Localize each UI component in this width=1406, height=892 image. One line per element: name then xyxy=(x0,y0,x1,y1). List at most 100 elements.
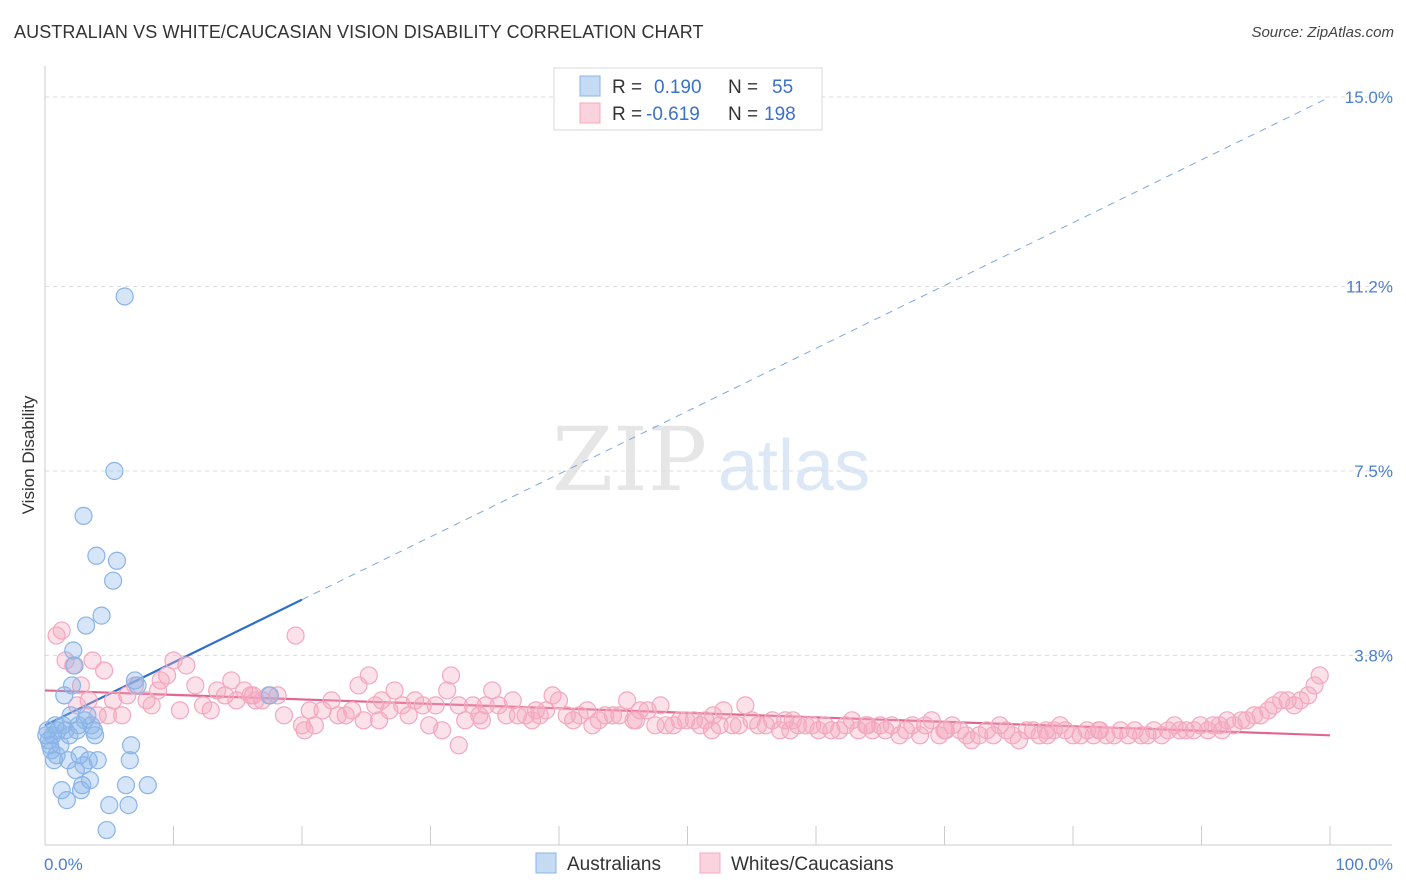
point-whites-caucasians xyxy=(215,686,234,705)
legend-n-label-2: N = xyxy=(728,104,758,125)
point-whites-caucasians xyxy=(1038,726,1057,745)
axes xyxy=(44,66,1392,846)
point-australians xyxy=(115,287,134,306)
point-whites-caucasians xyxy=(646,716,665,735)
point-whites-caucasians xyxy=(438,681,457,700)
point-whites-caucasians xyxy=(1310,666,1329,685)
point-whites-caucasians xyxy=(186,676,205,695)
legend-r-label-1: R = xyxy=(612,77,642,98)
stats-legend: R = 0.190 N = 55 R = -0.619 N = 198 xyxy=(553,67,823,131)
point-whites-caucasians xyxy=(222,671,241,690)
point-whites-caucasians xyxy=(1009,731,1029,750)
point-whites-caucasians xyxy=(295,721,314,740)
point-whites-caucasians xyxy=(137,691,156,710)
point-whites-caucasians xyxy=(79,691,98,710)
point-whites-caucasians xyxy=(359,666,378,685)
point-whites-caucasians xyxy=(626,711,646,730)
point-whites-caucasians xyxy=(343,701,362,720)
point-whites-caucasians xyxy=(426,696,445,715)
y-tick-label: 7.5% xyxy=(1354,462,1393,481)
point-whites-caucasians xyxy=(370,711,389,730)
legend-r-value-1: 0.190 xyxy=(654,77,702,98)
point-australians xyxy=(100,796,119,815)
point-australians xyxy=(37,726,56,745)
point-whites-caucasians xyxy=(441,666,461,685)
point-whites-caucasians xyxy=(618,691,637,710)
point-whites-caucasians xyxy=(483,681,502,700)
point-whites-caucasians xyxy=(723,716,742,735)
point-whites-caucasians xyxy=(714,701,733,720)
point-whites-caucasians xyxy=(508,706,527,725)
point-australians xyxy=(60,726,79,745)
point-whites-caucasians xyxy=(463,696,483,715)
point-whites-caucasians xyxy=(470,706,489,725)
point-australians xyxy=(97,820,116,840)
point-whites-caucasians xyxy=(610,706,629,725)
point-whites-caucasians xyxy=(935,721,954,740)
point-australians xyxy=(125,671,145,690)
point-whites-caucasians xyxy=(449,736,468,755)
point-whites-caucasians xyxy=(1170,721,1189,740)
point-whites-caucasians xyxy=(957,726,976,745)
point-australians xyxy=(55,686,74,705)
point-australians xyxy=(104,571,123,590)
point-australians xyxy=(87,546,106,565)
legend-swatch-whites xyxy=(579,102,601,124)
point-whites-caucasians xyxy=(1089,721,1108,740)
point-whites-caucasians xyxy=(322,691,341,710)
point-whites-caucasians xyxy=(83,651,102,670)
point-whites-caucasians xyxy=(449,696,468,715)
point-australians xyxy=(119,796,138,815)
point-whites-caucasians xyxy=(1063,726,1083,745)
point-whites-caucasians xyxy=(227,691,246,710)
point-whites-caucasians xyxy=(922,711,941,730)
point-whites-caucasians xyxy=(1299,686,1318,705)
point-whites-caucasians xyxy=(710,716,729,735)
points-australians xyxy=(37,287,279,840)
point-australians xyxy=(48,721,67,740)
point-australians xyxy=(52,781,71,800)
point-whites-caucasians xyxy=(677,711,696,730)
point-whites-caucasians xyxy=(47,626,66,645)
point-whites-caucasians xyxy=(670,711,689,730)
point-australians xyxy=(116,776,136,795)
bottom-legend-swatch-whites xyxy=(699,852,721,874)
point-australians xyxy=(128,676,147,695)
point-australians xyxy=(64,641,83,660)
point-australians xyxy=(74,506,93,525)
point-australians xyxy=(260,686,279,705)
chart-title: AUSTRALIAN VS WHITE/CAUCASIAN VISION DIS… xyxy=(14,22,704,42)
point-whites-caucasians xyxy=(354,711,373,730)
bottom-legend-whites: Whites/Caucasians xyxy=(731,854,894,875)
point-whites-caucasians xyxy=(1212,721,1232,740)
point-whites-caucasians xyxy=(489,696,508,715)
point-whites-caucasians xyxy=(472,711,491,730)
point-whites-caucasians xyxy=(104,691,123,710)
point-whites-caucasians xyxy=(201,701,220,720)
point-australians xyxy=(47,746,66,765)
point-whites-caucasians xyxy=(244,686,263,705)
trend-line-australians-projection xyxy=(301,96,1331,601)
point-whites-caucasians xyxy=(603,706,623,725)
point-australians xyxy=(44,751,64,770)
point-whites-caucasians xyxy=(274,706,294,725)
point-whites-caucasians xyxy=(112,706,132,725)
point-australians xyxy=(121,736,141,755)
point-whites-caucasians xyxy=(286,626,305,645)
point-australians xyxy=(88,751,107,770)
point-australians xyxy=(105,461,124,481)
trend-line-australians xyxy=(44,598,303,727)
point-whites-caucasians xyxy=(526,701,545,720)
point-whites-caucasians xyxy=(736,696,755,715)
series-legend: Australians Whites/Caucasians xyxy=(535,852,894,875)
legend-r-value-2: -0.619 xyxy=(646,104,700,125)
point-whites-caucasians xyxy=(1198,721,1218,740)
point-whites-caucasians xyxy=(749,716,768,735)
point-whites-caucasians xyxy=(704,706,723,725)
point-whites-caucasians xyxy=(630,701,650,720)
point-australians xyxy=(74,756,93,775)
point-australians xyxy=(62,676,82,695)
point-whites-caucasians xyxy=(549,691,569,710)
point-whites-caucasians xyxy=(1245,706,1264,725)
